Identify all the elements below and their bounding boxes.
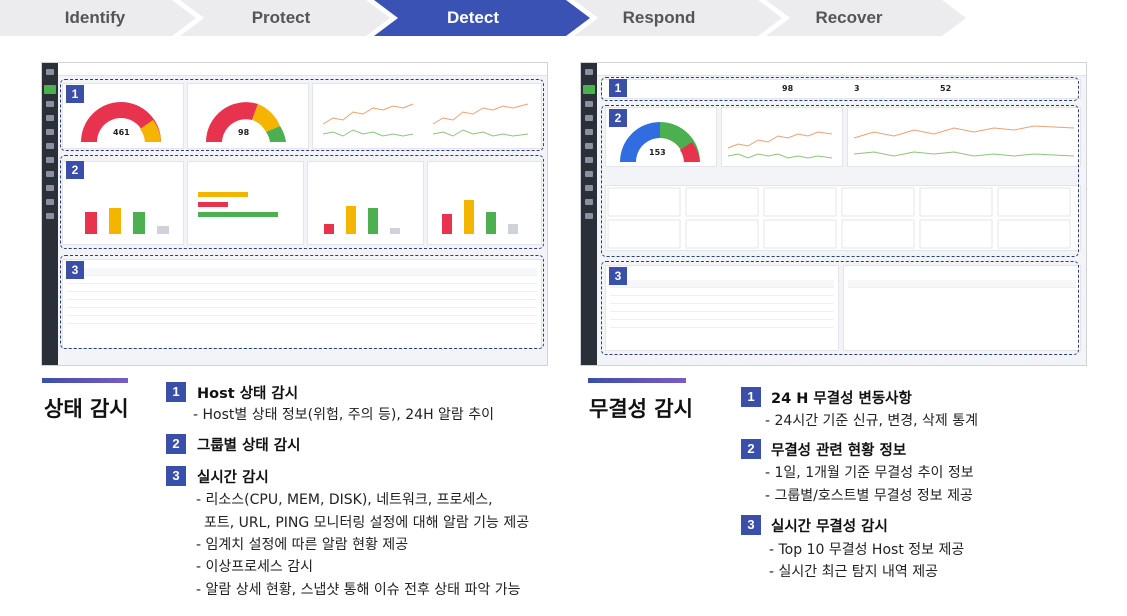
item-line: - 이상프로세스 감시 <box>196 559 313 575</box>
stat-changed: 3 <box>854 84 860 93</box>
section-underline-right <box>588 378 686 383</box>
area-1 <box>601 77 1079 101</box>
section-underline-left <box>42 378 128 383</box>
item-num-3: 3 <box>166 466 186 486</box>
item-line: - 실시간 최근 탐지 내역 제공 <box>769 564 938 580</box>
area-2 <box>601 105 1079 257</box>
step-arrow-protect <box>180 0 390 36</box>
host-grid-cells <box>607 187 1071 249</box>
recent-detection-table <box>843 265 1081 351</box>
area-3 <box>60 255 544 349</box>
item-heading-realtime-integrity: 실시간 무결성 감시 <box>771 519 888 535</box>
item-heading-host: Host 상태 감시 <box>197 386 299 402</box>
step-respond: Respond <box>622 8 696 27</box>
item-num-2: 2 <box>741 439 761 459</box>
monthly-trend-lines <box>853 125 1075 157</box>
topbar <box>58 63 547 76</box>
integrity-gauge-value: 153 <box>649 148 666 157</box>
stat-new: 98 <box>782 84 794 93</box>
item-num-1: 1 <box>741 387 761 407</box>
group-card-4 <box>427 161 542 245</box>
area-3 <box>601 261 1079 355</box>
area-badge-3: 3 <box>609 267 627 285</box>
item-line: - 그룹별/호스트별 무결성 정보 제공 <box>765 488 973 504</box>
sidebar <box>42 63 58 365</box>
item-heading-status: 무결성 관련 현황 정보 <box>771 443 907 459</box>
status-monitor-screenshot: 461 98 <box>41 62 548 366</box>
group-bars-1 <box>85 208 169 234</box>
integrity-gauge <box>620 122 700 162</box>
step-recover: Recover <box>815 8 883 27</box>
integrity-monitor-screenshot: 98 3 52 153 <box>580 62 1087 366</box>
item-line: - 알람 상세 현황, 스냅샷 통해 이슈 전후 상태 파악 가능 <box>196 582 521 598</box>
area-2 <box>60 155 544 249</box>
process-arrows <box>0 0 966 36</box>
group-bars-4 <box>442 200 518 234</box>
item-line: - 24시간 기준 신규, 변경, 삭제 통계 <box>765 413 979 429</box>
item-line: - Top 10 무결성 Host 정보 제공 <box>769 542 965 558</box>
step-detect: Detect <box>447 8 499 27</box>
area-badge-1: 1 <box>609 79 627 97</box>
daily-trend-lines <box>727 131 833 159</box>
group-bars-3 <box>324 206 400 234</box>
item-heading-24h: 24 H 무결성 변동사항 <box>771 391 912 407</box>
gauge-chart <box>81 102 161 142</box>
item-heading-group: 그룹별 상태 감시 <box>197 438 301 454</box>
gauge-total-value: 461 <box>113 128 130 137</box>
item-line: - 1일, 1개월 기준 무결성 추이 정보 <box>765 465 974 481</box>
stat-deleted: 52 <box>940 84 952 93</box>
area-badge-1: 1 <box>66 85 84 103</box>
item-num-1: 1 <box>166 382 186 402</box>
step-arrow-respond <box>574 0 782 36</box>
realtime-alarm-table <box>62 259 542 349</box>
item-heading-realtime: 실시간 감시 <box>197 470 269 486</box>
item-num-2: 2 <box>166 434 186 454</box>
host-integrity-grid <box>605 185 1081 251</box>
topbar-2 <box>597 63 1086 76</box>
area-1 <box>60 79 544 151</box>
step-arrow-detect <box>374 0 590 36</box>
trend-lines <box>322 103 529 137</box>
group-card-2 <box>187 161 304 245</box>
gauge-total-value-2: 98 <box>238 128 250 137</box>
integrity-daily-trend <box>721 107 843 167</box>
status-gauge-card: 98 <box>187 83 309 149</box>
section-title-status: 상태 감시 <box>44 397 129 421</box>
step-identify: Identify <box>64 8 126 27</box>
item-line: - Host별 상태 정보(위험, 주의 등), 24H 알람 추이 <box>193 407 495 423</box>
area-badge-2: 2 <box>66 161 84 179</box>
section-title-integrity: 무결성 감시 <box>589 397 693 421</box>
item-line: 포트, URL, PING 모니터링 설정에 대해 알람 기능 제공 <box>204 515 530 531</box>
item-line: - 임계치 설정에 따른 알람 현황 제공 <box>196 537 409 553</box>
area-badge-3: 3 <box>66 261 84 279</box>
alarm-trend-card <box>312 83 542 149</box>
integrity-gauge-card: 153 <box>605 107 717 167</box>
step-arrow-identify <box>0 0 196 36</box>
item-line: - 리소스(CPU, MEM, DISK), 네트워크, 프로세스, <box>196 492 493 508</box>
group-bars-2 <box>198 192 278 217</box>
integrity-monthly-trend <box>847 107 1081 167</box>
step-protect: Protect <box>251 8 311 27</box>
top10-host-table <box>605 265 839 351</box>
sidebar-2 <box>581 63 597 365</box>
item-num-3: 3 <box>741 515 761 535</box>
process-steps: Identify Protect Detect Respond Recover <box>0 0 1127 40</box>
group-card-3 <box>307 161 424 245</box>
step-arrow-recover <box>766 0 966 36</box>
gauge-chart-2 <box>206 102 286 142</box>
area-badge-2: 2 <box>609 109 627 127</box>
